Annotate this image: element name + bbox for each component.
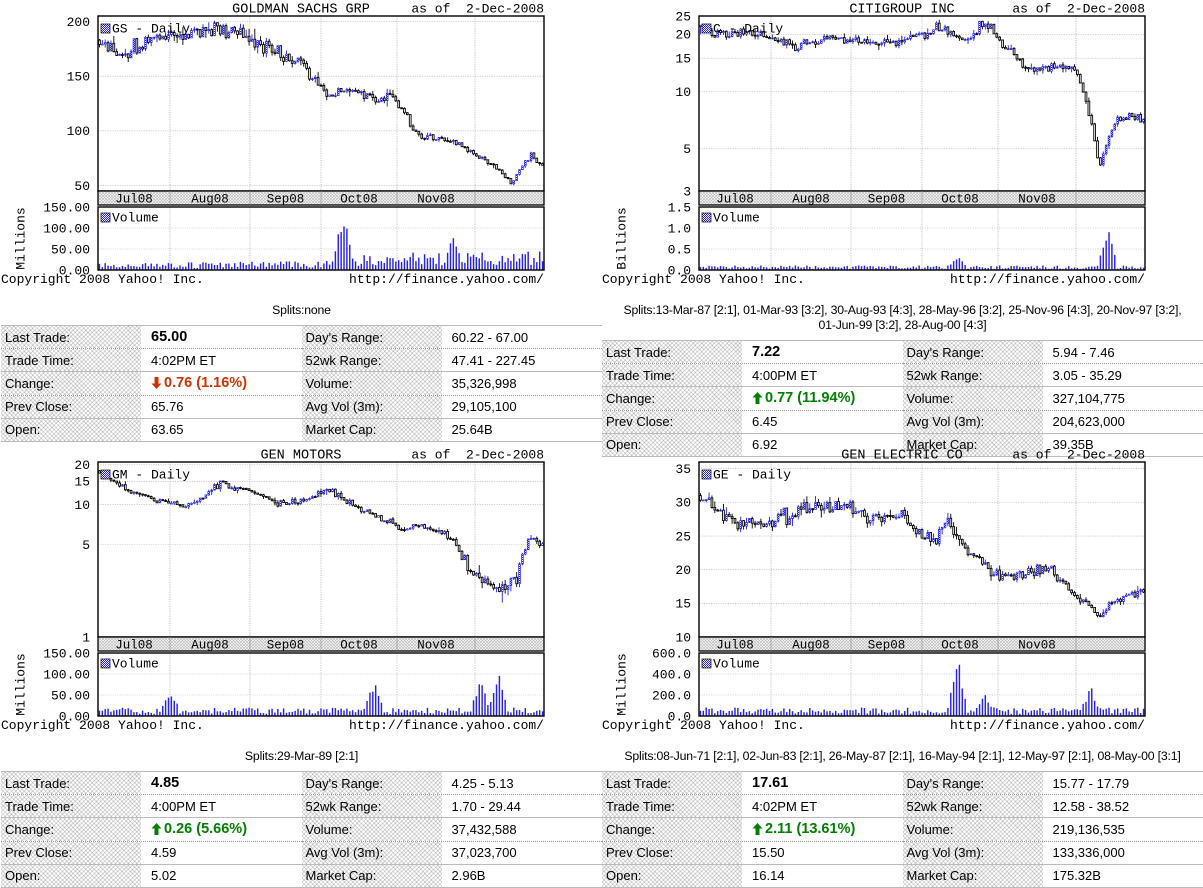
svg-text:Nov08: Nov08 (417, 193, 455, 207)
svg-text:100.00: 100.00 (43, 667, 90, 682)
svg-text:5: 5 (683, 142, 691, 157)
svg-text:as of 2-Dec-2008: as of 2-Dec-2008 (1012, 2, 1145, 17)
svg-text:CITIGROUP INC: CITIGROUP INC (849, 3, 954, 18)
svg-text:50.00: 50.00 (51, 242, 90, 257)
svg-text:GE - Daily: GE - Daily (713, 468, 791, 483)
svg-text:http://finance.yahoo.com/: http://finance.yahoo.com/ (950, 272, 1145, 287)
svg-text:Sep08: Sep08 (868, 193, 906, 207)
svg-text:GEN MOTORS: GEN MOTORS (260, 449, 341, 464)
svg-text:Copyright 2008 Yahoo! Inc.: Copyright 2008 Yahoo! Inc. (1, 272, 204, 287)
svg-text:150.00: 150.00 (43, 200, 90, 215)
svg-text:150.00: 150.00 (43, 646, 90, 661)
svg-text:10: 10 (74, 498, 90, 513)
svg-text:400.0: 400.0 (652, 667, 691, 682)
svg-text:1: 1 (82, 630, 90, 645)
svg-text:Millions: Millions (614, 653, 629, 715)
svg-text:http://finance.yahoo.com/: http://finance.yahoo.com/ (349, 272, 544, 287)
svg-text:Jul08: Jul08 (716, 639, 754, 653)
svg-text:Millions: Millions (13, 653, 28, 715)
svg-text:100: 100 (67, 124, 90, 139)
svg-text:GM - Daily: GM - Daily (112, 468, 190, 483)
svg-text:Nov08: Nov08 (417, 639, 455, 653)
svg-text:100.00: 100.00 (43, 221, 90, 236)
svg-text:Volume: Volume (713, 657, 760, 672)
svg-text:200: 200 (67, 15, 90, 30)
svg-text:Sep08: Sep08 (267, 193, 305, 207)
svg-text:Volume: Volume (713, 211, 760, 226)
svg-text:Copyright 2008 Yahoo! Inc.: Copyright 2008 Yahoo! Inc. (602, 718, 805, 733)
svg-text:as of 2-Dec-2008: as of 2-Dec-2008 (1012, 448, 1145, 463)
svg-text:Aug08: Aug08 (191, 639, 229, 653)
svg-text:30: 30 (675, 496, 691, 511)
svg-text:Nov08: Nov08 (1018, 639, 1056, 653)
svg-text:1.0: 1.0 (668, 221, 691, 236)
svg-text:5: 5 (82, 538, 90, 553)
svg-text:Copyright 2008 Yahoo! Inc.: Copyright 2008 Yahoo! Inc. (1, 718, 204, 733)
svg-text:10: 10 (675, 85, 691, 100)
svg-text:Volume: Volume (112, 657, 159, 672)
svg-text:Millions: Millions (13, 207, 28, 269)
svg-text:GS - Daily: GS - Daily (112, 22, 190, 37)
svg-text:GOLDMAN SACHS GRP: GOLDMAN SACHS GRP (232, 3, 370, 18)
svg-text:Aug08: Aug08 (792, 193, 830, 207)
svg-text:35: 35 (675, 462, 691, 477)
svg-text:Jul08: Jul08 (115, 193, 153, 207)
svg-text:Sep08: Sep08 (868, 639, 906, 653)
svg-text:20: 20 (74, 458, 90, 473)
svg-text:0.5: 0.5 (668, 242, 691, 257)
svg-text:Aug08: Aug08 (191, 193, 229, 207)
svg-text:as of 2-Dec-2008: as of 2-Dec-2008 (411, 448, 544, 463)
svg-text:15: 15 (675, 51, 691, 66)
svg-text:25: 25 (675, 9, 691, 24)
svg-text:150: 150 (67, 69, 90, 84)
svg-text:Sep08: Sep08 (267, 639, 305, 653)
svg-text:10: 10 (675, 630, 691, 645)
svg-text:Oct08: Oct08 (941, 639, 979, 653)
svg-text:Billions: Billions (614, 207, 629, 269)
svg-text:1.5: 1.5 (668, 200, 691, 215)
svg-text:20: 20 (675, 28, 691, 43)
svg-text:25: 25 (675, 529, 691, 544)
svg-text:20: 20 (675, 563, 691, 578)
svg-text:600.0: 600.0 (652, 646, 691, 661)
svg-text:GEN ELECTRIC CO: GEN ELECTRIC CO (841, 449, 963, 464)
svg-text:Aug08: Aug08 (792, 639, 830, 653)
svg-text:C - Daily: C - Daily (713, 22, 783, 37)
svg-text:http://finance.yahoo.com/: http://finance.yahoo.com/ (950, 718, 1145, 733)
svg-text:Jul08: Jul08 (716, 193, 754, 207)
svg-text:15: 15 (675, 597, 691, 612)
svg-text:Oct08: Oct08 (340, 639, 378, 653)
svg-text:Nov08: Nov08 (1018, 193, 1056, 207)
svg-text:Oct08: Oct08 (941, 193, 979, 207)
svg-text:Volume: Volume (112, 211, 159, 226)
svg-text:50.00: 50.00 (51, 688, 90, 703)
svg-text:15: 15 (74, 475, 90, 490)
svg-text:Jul08: Jul08 (115, 639, 153, 653)
svg-text:http://finance.yahoo.com/: http://finance.yahoo.com/ (349, 718, 544, 733)
svg-text:200.0: 200.0 (652, 688, 691, 703)
svg-text:Copyright 2008 Yahoo! Inc.: Copyright 2008 Yahoo! Inc. (602, 272, 805, 287)
svg-text:3: 3 (683, 184, 691, 199)
svg-text:50: 50 (74, 179, 90, 194)
svg-text:as of 2-Dec-2008: as of 2-Dec-2008 (411, 2, 544, 17)
svg-text:Oct08: Oct08 (340, 193, 378, 207)
